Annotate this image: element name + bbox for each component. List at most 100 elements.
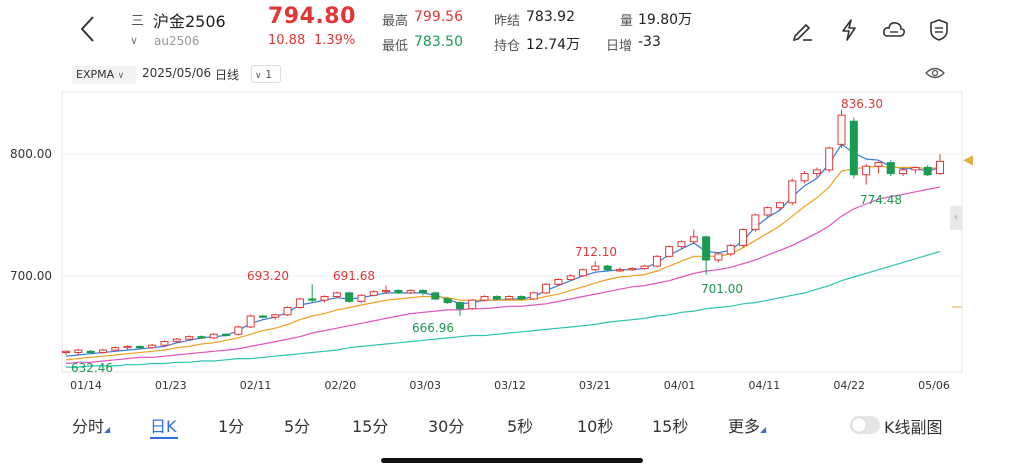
candle-body bbox=[468, 299, 477, 310]
tab-15sec[interactable]: 15秒 bbox=[652, 417, 689, 436]
panel-collapse-handle[interactable]: ‹ bbox=[950, 206, 962, 230]
candle-body bbox=[431, 292, 440, 300]
tab-30min[interactable]: 30分 bbox=[428, 417, 465, 436]
price-annotation: 632.46 bbox=[71, 361, 113, 375]
price-change: 10.88 bbox=[268, 33, 306, 48]
sub-chart-toggle-label: K线副图 bbox=[884, 418, 943, 437]
volume-label: 量 bbox=[620, 14, 634, 29]
high-label: 最高 bbox=[382, 14, 409, 29]
prev-settle-label: 昨结 bbox=[494, 14, 521, 29]
candle-body bbox=[923, 166, 932, 176]
multiplier-select[interactable]: ∨ 1 bbox=[251, 65, 281, 83]
candle-body bbox=[763, 207, 772, 216]
tab-more[interactable]: 更多◢ bbox=[728, 413, 766, 437]
eye-icon[interactable] bbox=[925, 66, 945, 80]
candle-body bbox=[98, 349, 107, 354]
open-interest-value: 12.74万 bbox=[526, 37, 581, 53]
candle-body bbox=[320, 296, 329, 301]
candle-body bbox=[775, 202, 784, 209]
edit-icon[interactable] bbox=[790, 17, 816, 43]
candle-body bbox=[74, 349, 83, 354]
tab-5sec[interactable]: 5秒 bbox=[507, 417, 534, 436]
kline-chart[interactable]: 800.00 700.00 01/14 01/23 02/11 02/20 03/03 03/… bbox=[0, 88, 1024, 400]
candle-body bbox=[86, 350, 95, 354]
candle-body bbox=[443, 298, 452, 304]
chevron-down-icon[interactable]: ∨ bbox=[130, 34, 139, 47]
candle-body bbox=[886, 162, 895, 175]
indicator-select[interactable]: EXPMA ∨ bbox=[72, 66, 136, 84]
price-annotation: 836.30 bbox=[841, 97, 883, 111]
expma-line-4 bbox=[66, 250, 941, 368]
back-arrow-icon[interactable] bbox=[76, 14, 100, 44]
candle-body bbox=[899, 169, 908, 175]
candle-body bbox=[492, 296, 501, 300]
candle-body bbox=[579, 269, 588, 277]
corner-triangle-icon: ◢ bbox=[104, 425, 111, 434]
candle-body bbox=[295, 298, 304, 308]
shield-icon[interactable] bbox=[926, 17, 952, 43]
cloud-icon[interactable] bbox=[881, 17, 907, 43]
candle-body bbox=[517, 296, 526, 300]
expma-line-1 bbox=[65, 143, 941, 357]
x-tick-label: 03/03 bbox=[409, 379, 441, 392]
tab-more-label: 更多 bbox=[728, 417, 761, 436]
candle-body bbox=[591, 265, 600, 271]
candle-body bbox=[283, 306, 292, 316]
corner-triangle-icon: ◢ bbox=[760, 425, 767, 434]
x-tick-label: 01/23 bbox=[155, 379, 187, 392]
candle-body bbox=[739, 229, 748, 246]
y-tick-label: 800.00 bbox=[10, 147, 52, 161]
tab-5min[interactable]: 5分 bbox=[284, 417, 311, 436]
candle-body bbox=[702, 236, 711, 261]
candle-body bbox=[603, 265, 612, 271]
price-annotation: 666.96 bbox=[412, 321, 454, 335]
tab-timeshare[interactable]: 分时◢ bbox=[72, 413, 110, 437]
candle-body bbox=[394, 289, 403, 294]
low-label: 最低 bbox=[382, 39, 409, 54]
contract-code: au2506 bbox=[154, 34, 200, 48]
lightning-icon[interactable] bbox=[836, 17, 862, 43]
tab-timeshare-label: 分时 bbox=[72, 417, 105, 436]
candle-body bbox=[345, 292, 354, 302]
volume-value: 19.80万 bbox=[638, 12, 693, 28]
tab-daily-k[interactable]: 日K bbox=[150, 417, 177, 436]
candle-body bbox=[788, 180, 797, 204]
candle-body bbox=[812, 169, 821, 175]
candle-body bbox=[677, 241, 686, 248]
candle-body bbox=[862, 165, 871, 176]
candle-body bbox=[135, 345, 144, 349]
candle-body bbox=[111, 347, 120, 351]
candle-body bbox=[751, 214, 760, 231]
menu-icon[interactable]: 三 bbox=[131, 14, 145, 29]
last-price: 794.80 bbox=[268, 4, 356, 29]
candle-body bbox=[332, 292, 341, 298]
tab-1min[interactable]: 1分 bbox=[218, 417, 245, 436]
candle-body bbox=[246, 315, 255, 328]
candle-body bbox=[825, 147, 834, 171]
contract-name[interactable]: 沪金2506 bbox=[153, 12, 226, 31]
daily-increase-label: 日增 bbox=[606, 39, 633, 54]
candle-body bbox=[62, 350, 70, 354]
candle-body bbox=[308, 298, 317, 301]
low-value: 783.50 bbox=[414, 34, 463, 50]
x-tick-label: 05/06 bbox=[918, 379, 950, 392]
candle-body bbox=[837, 114, 846, 145]
price-annotation: 701.00 bbox=[701, 282, 743, 296]
home-indicator bbox=[381, 458, 643, 463]
candle-body bbox=[566, 275, 575, 280]
price-annotation: 712.10 bbox=[575, 245, 617, 259]
x-tick-label: 02/11 bbox=[240, 379, 272, 392]
candle-body bbox=[222, 333, 231, 336]
tab-10sec[interactable]: 10秒 bbox=[577, 417, 614, 436]
candle-body bbox=[874, 162, 883, 167]
candle-body bbox=[172, 338, 181, 343]
x-tick-label: 02/20 bbox=[325, 379, 357, 392]
candle-body bbox=[849, 120, 858, 176]
candle-body bbox=[911, 166, 920, 171]
tab-15min[interactable]: 15分 bbox=[352, 417, 389, 436]
candle-body bbox=[529, 292, 538, 300]
candle-body bbox=[185, 336, 194, 340]
candle-body bbox=[615, 269, 624, 272]
x-tick-label: 04/11 bbox=[749, 379, 781, 392]
candle-body bbox=[369, 291, 378, 296]
